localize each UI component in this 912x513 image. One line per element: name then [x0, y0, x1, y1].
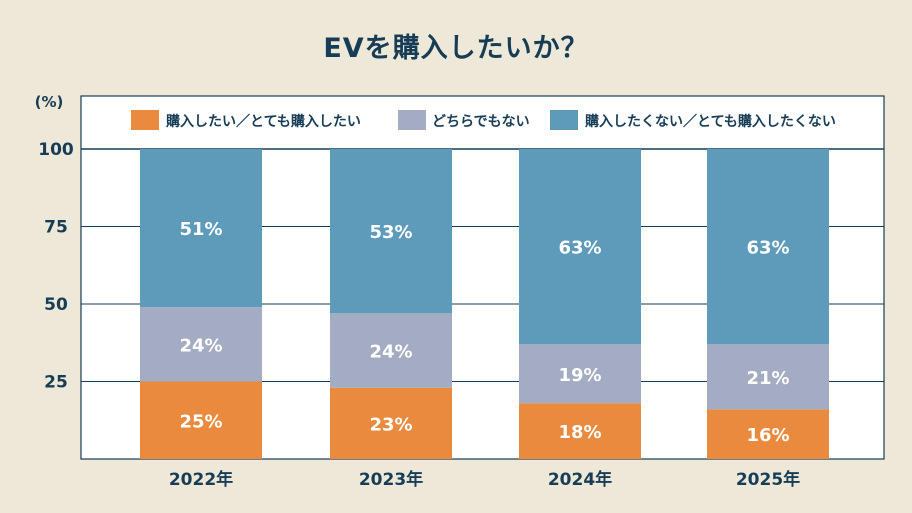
y-tick-label: 25 [44, 373, 68, 393]
data-label: 63% [746, 238, 789, 259]
bar-segment [707, 149, 829, 345]
bar-segment [519, 403, 641, 459]
legend-label: 購入したい／とても購入したい [165, 113, 361, 130]
x-tick-label: 2025年 [736, 469, 800, 490]
data-label: 24% [369, 342, 412, 363]
bar-segment [707, 344, 829, 410]
bar-segment [140, 307, 262, 382]
legend-swatch [550, 110, 578, 130]
bar-segment [140, 381, 262, 459]
legend-swatch [131, 110, 159, 130]
data-label: 21% [746, 368, 789, 389]
legend-label: 購入したくない／とても購入したくない [584, 113, 836, 130]
data-label: 25% [179, 411, 222, 432]
bar-segment [140, 149, 262, 308]
data-label: 19% [558, 365, 601, 386]
bar-segment [707, 409, 829, 459]
y-tick-label: 50 [44, 295, 68, 315]
bar-segment [519, 149, 641, 345]
y-tick-label: 75 [44, 218, 68, 238]
data-label: 51% [179, 219, 222, 240]
data-label: 23% [369, 414, 412, 435]
x-tick-label: 2022年 [169, 469, 233, 490]
bar-segment [330, 313, 452, 388]
data-label: 16% [746, 425, 789, 446]
y-tick-label: 100 [38, 140, 74, 160]
legend-label: どちらでもない [432, 114, 530, 130]
data-label: 63% [558, 238, 601, 259]
legend-swatch [398, 110, 426, 130]
bar-segment [330, 387, 452, 459]
x-tick-label: 2024年 [548, 469, 612, 490]
data-label: 53% [369, 222, 412, 243]
bar-segment [519, 344, 641, 404]
data-label: 24% [179, 335, 222, 356]
chart-title: EVを購入したいか？ [323, 33, 589, 64]
bar-segment [330, 149, 452, 314]
x-tick-label: 2023年 [359, 469, 423, 490]
y-axis-label: (%) [35, 93, 64, 111]
data-label: 18% [558, 422, 601, 443]
